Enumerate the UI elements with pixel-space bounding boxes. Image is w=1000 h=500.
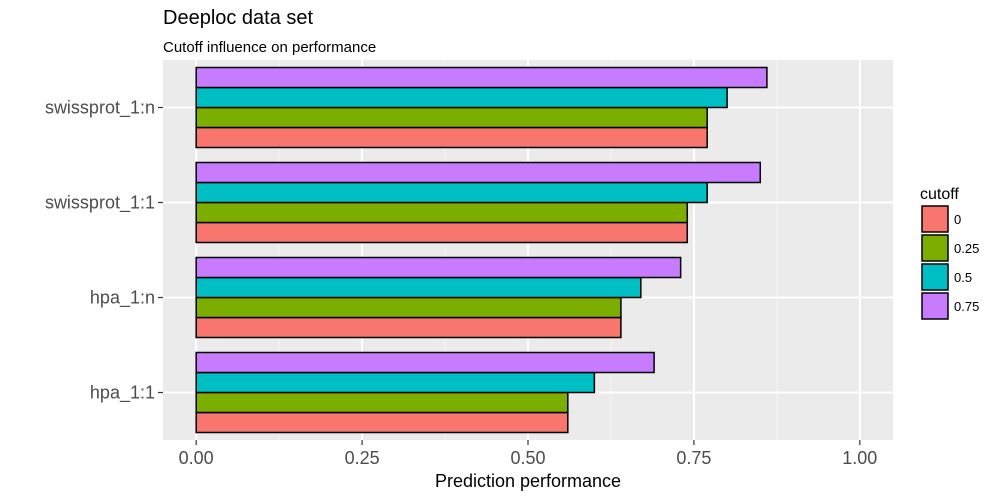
legend-key-0 <box>921 205 949 233</box>
bar-hpa_1:n-cutoff-0.75 <box>195 256 682 279</box>
legend-label: 0.5 <box>954 270 972 285</box>
bar-hpa_1:1-cutoff-0.25 <box>195 391 569 414</box>
legend-title: cutoff <box>920 186 959 203</box>
x-tick-label: 0.75 <box>676 448 711 468</box>
x-tick-label: 1.00 <box>842 448 877 468</box>
y-axis: hpa_1:1 hpa_1:n swissprot_1:1 swissprot_1:n <box>45 98 163 404</box>
chart-title: Deeploc data set <box>163 7 314 29</box>
legend: cutoff 0 0.25 0.5 0.75 <box>920 186 979 320</box>
bar-swissprot_1:1-cutoff-0 <box>195 221 689 244</box>
y-tick-label: swissprot_1:1 <box>45 193 155 214</box>
bar-swissprot_1:n-cutoff-0 <box>195 126 708 149</box>
legend-key-0.25 <box>921 234 949 262</box>
bar-swissprot_1:n-cutoff-0.25 <box>195 106 708 129</box>
bar-hpa_1:n-cutoff-0 <box>195 316 622 339</box>
x-tick-label: 0.00 <box>179 448 214 468</box>
bar-hpa_1:n-cutoff-0.25 <box>195 296 622 319</box>
bar-hpa_1:1-cutoff-0 <box>195 411 569 434</box>
bar-swissprot_1:1-cutoff-0.75 <box>195 161 762 184</box>
y-tick-label: hpa_1:1 <box>90 383 155 404</box>
y-tick-label: hpa_1:n <box>90 288 155 309</box>
bar-swissprot_1:1-cutoff-0.5 <box>195 181 708 204</box>
legend-label: 0.75 <box>954 299 979 314</box>
bar-hpa_1:n-cutoff-0.5 <box>195 276 642 299</box>
x-axis-title: Prediction performance <box>435 471 621 491</box>
x-axis: 0.00 0.25 0.50 0.75 1.00 <box>179 440 877 468</box>
bar-swissprot_1:n-cutoff-0.5 <box>195 86 728 109</box>
bar-swissprot_1:n-cutoff-0.75 <box>195 66 768 89</box>
x-tick-label: 0.50 <box>510 448 545 468</box>
legend-key-0.75 <box>921 292 949 320</box>
bars <box>195 66 768 434</box>
legend-label: 0.25 <box>954 241 979 256</box>
chart-subtitle: Cutoff influence on performance <box>163 39 376 56</box>
bar-hpa_1:1-cutoff-0.5 <box>195 371 596 394</box>
x-tick-label: 0.25 <box>345 448 380 468</box>
legend-key-0.5 <box>921 263 949 291</box>
legend-label: 0 <box>954 212 961 227</box>
bar-hpa_1:1-cutoff-0.75 <box>195 351 655 374</box>
y-tick-label: swissprot_1:n <box>45 98 155 119</box>
bar-swissprot_1:1-cutoff-0.25 <box>195 201 689 224</box>
